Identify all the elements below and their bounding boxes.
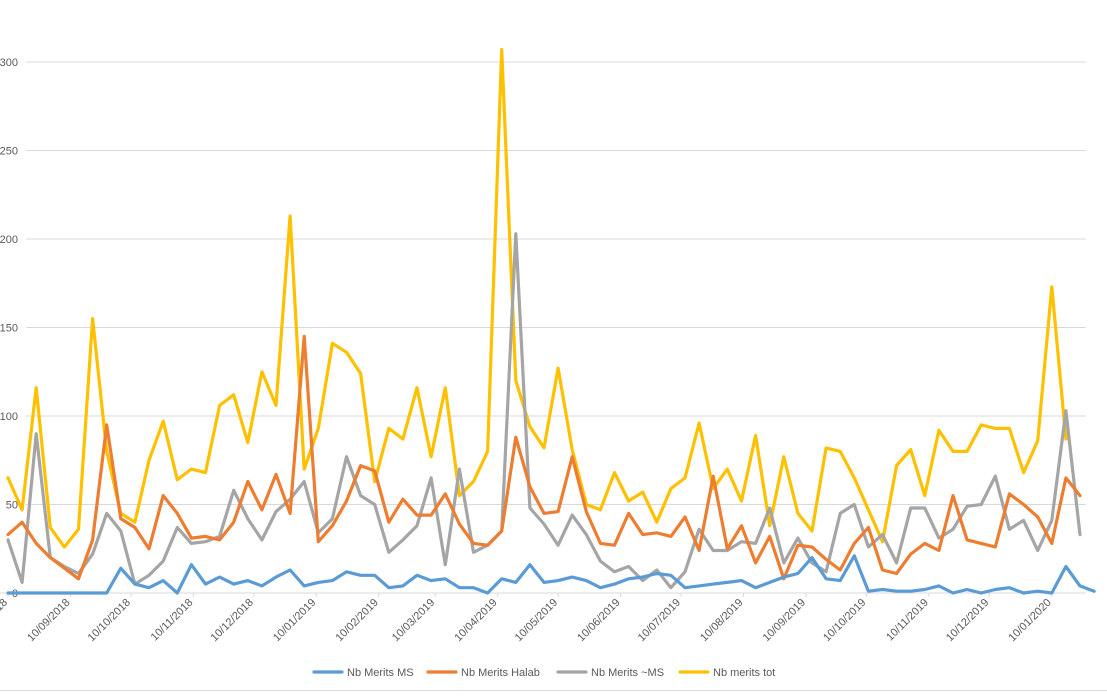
legend: Nb Merits MS Nb Merits Halab Nb Merits ~MS… <box>312 667 775 679</box>
legend-label: Nb Merits Halab <box>461 667 540 679</box>
bottom-divider <box>0 690 1107 691</box>
series-line-nb-merits-halab <box>6 334 1082 581</box>
legend-label: Nb merits tot <box>713 667 775 679</box>
y-tick-label: 100 <box>0 411 18 423</box>
series-lines <box>6 47 1096 595</box>
legend-label: Nb Merits MS <box>347 667 414 679</box>
x-tick-label: 10/03/2019 <box>390 597 437 644</box>
y-tick-label: 200 <box>0 234 18 246</box>
x-tick-label: 10/08/2019 <box>698 597 745 644</box>
y-tick-label: 250 <box>0 146 18 158</box>
y-tick-label: 300 <box>0 57 18 69</box>
series-line-nb-merits-ms <box>6 232 1082 590</box>
series-line-nb-merits-tot <box>6 47 1068 549</box>
x-tick-label: 10/05/2019 <box>513 597 560 644</box>
x-tick-label: 10/11/2019 <box>884 597 931 644</box>
x-tick-label: 10/08/2018 <box>0 597 10 644</box>
y-tick-label: 150 <box>0 323 18 335</box>
x-tick-label: 10/06/2019 <box>575 597 622 644</box>
y-tick-label: 50 <box>6 500 18 512</box>
x-tick-label: 10/09/2018 <box>25 597 72 644</box>
x-tick-label: 10/12/2019 <box>944 597 991 644</box>
legend-label: Nb Merits ~MS <box>591 667 664 679</box>
x-tick-label: 10/04/2019 <box>452 597 499 644</box>
x-tick-label: 10/02/2019 <box>333 597 380 644</box>
x-tick-label: 10/12/2018 <box>209 597 256 644</box>
x-tick-label: 10/11/2018 <box>149 597 196 644</box>
grid-lines <box>0 61 1086 594</box>
x-tick-label: 10/01/2019 <box>271 597 318 644</box>
x-tick-label: 10/01/2020 <box>1006 597 1053 644</box>
series-line-nb-merits-ms <box>6 554 1096 595</box>
x-tick-label: 10/07/2019 <box>636 597 683 644</box>
x-tick-label: 10/10/2019 <box>821 597 868 644</box>
x-tick-label: 10/09/2019 <box>761 597 808 644</box>
x-axis: 10/08/2018 10/09/2018 10/10/2018 10/11/2018… <box>0 593 1054 644</box>
x-tick-label: 10/10/2018 <box>86 597 133 644</box>
